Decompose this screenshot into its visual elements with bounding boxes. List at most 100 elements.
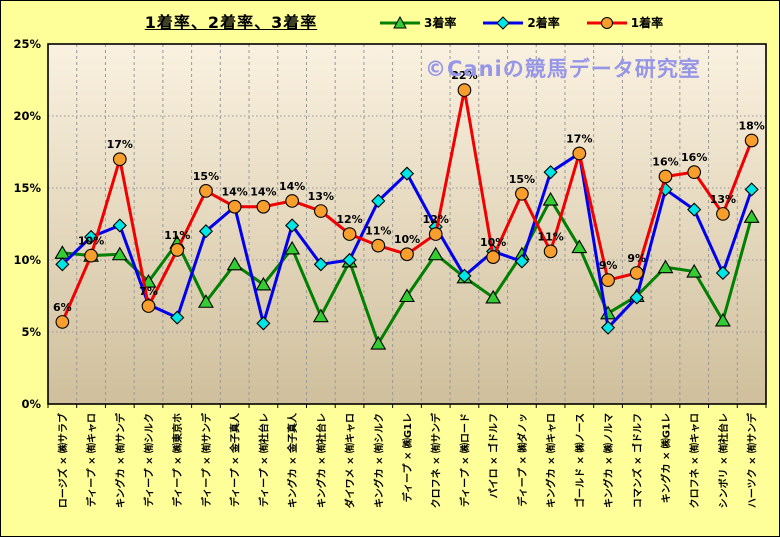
circle-marker-icon	[227, 199, 242, 214]
circle-marker-icon	[256, 199, 271, 214]
x-category-label: ディープ × ㈲社台レ	[257, 413, 270, 507]
chart-title: 1着率、2着率、3着率	[144, 13, 318, 32]
triangle-marker-icon	[743, 209, 760, 223]
x-category-label: ディープ × ㈲キャロ	[85, 413, 98, 507]
data-label: 16%	[681, 151, 707, 164]
x-category-label: ロージズ × ㈱サラブ	[56, 413, 69, 508]
circle-marker-icon	[716, 207, 730, 221]
data-label: 22%	[451, 69, 477, 82]
diamond-marker-icon	[342, 252, 357, 268]
diamond-marker-icon	[715, 265, 730, 281]
triangle-marker-icon	[485, 289, 502, 304]
x-category-label: ディープ × ㈱ダノッ	[516, 413, 529, 507]
triangle-marker-icon	[312, 308, 329, 323]
circle-marker-icon	[342, 227, 357, 241]
data-label: 11%	[537, 230, 563, 243]
circle-marker-icon	[170, 243, 185, 257]
y-tick-label: 10%	[13, 253, 41, 267]
circle-marker-icon	[313, 204, 328, 218]
circle-marker-icon	[84, 248, 98, 263]
circle-marker-icon	[515, 186, 529, 201]
data-label: 9%	[627, 252, 646, 265]
data-label: 6%	[53, 301, 72, 314]
triangle-marker-icon	[427, 246, 444, 261]
x-category-label: パイロ × ゴドルフ	[487, 413, 500, 498]
data-label: 10%	[394, 233, 420, 246]
y-tick-label: 0%	[21, 397, 41, 411]
x-category-label: ディープ × 金子真人	[229, 412, 242, 507]
data-label: 13%	[710, 193, 736, 206]
x-category-label: キングカ × ㈲キャロ	[545, 413, 558, 508]
x-category-label: コマンズ × ゴドルフ	[631, 413, 644, 508]
triangle-marker-icon	[399, 288, 415, 303]
diamond-marker-icon	[55, 257, 70, 272]
y-tick-label: 5%	[21, 325, 41, 339]
triangle-marker-icon	[198, 294, 214, 308]
circle-marker-icon	[629, 266, 644, 280]
x-category-label: キングカ × ㈱G1レ	[659, 413, 672, 503]
data-label: 12%	[336, 213, 362, 226]
data-label: 10%	[78, 235, 104, 248]
data-label: 9%	[599, 259, 618, 272]
data-label: 17%	[107, 138, 133, 151]
triangle-marker-icon	[284, 240, 301, 255]
x-category-label: ハーツク × ㈲サンデ	[746, 412, 759, 508]
triangle-marker-icon	[686, 263, 703, 278]
x-category-label: キングカ × 金子真人	[286, 412, 299, 508]
circle-marker-icon	[112, 152, 127, 167]
circle-marker-icon	[285, 194, 299, 208]
x-category-label: ディープ × ㈲シルク	[143, 413, 156, 507]
data-label: 15%	[193, 170, 219, 183]
circle-marker-icon	[400, 247, 414, 262]
diamond-marker-icon	[256, 316, 271, 331]
legend-item-2nd-place: 2着率	[482, 14, 560, 31]
data-label: 10%	[480, 236, 506, 249]
triangle-marker-icon	[657, 259, 674, 274]
data-label: 12%	[423, 213, 449, 226]
x-category-label: シンボリ × ㈲社台レ	[717, 413, 730, 508]
circle-marker-icon	[658, 169, 673, 184]
diamond-marker-icon	[198, 224, 214, 239]
x-category-label: キングカ × ㈲シルク	[372, 413, 385, 508]
diamond-marker-icon	[170, 310, 185, 325]
triangle-marker-icon	[370, 335, 387, 350]
legend-label-2nd: 2着率	[527, 16, 560, 30]
x-category-label: ダイワメ × ㈲キャロ	[344, 413, 357, 508]
diamond-marker-icon	[629, 290, 644, 305]
data-label: 14%	[250, 186, 276, 199]
data-label: 15%	[509, 173, 535, 186]
circle-marker-icon	[199, 184, 213, 198]
data-label: 17%	[566, 132, 592, 145]
circle-marker-icon	[687, 165, 702, 180]
x-category-label: ゴールド × ㈱ノース	[573, 413, 586, 508]
x-category-label: ディープ × ㈲サンデ	[200, 412, 213, 507]
diamond-marker-icon	[371, 193, 386, 209]
diamond-marker-icon	[687, 202, 702, 217]
triangle-marker-icon	[542, 191, 559, 206]
circle-marker-icon	[744, 133, 759, 148]
circle-marker-icon	[586, 16, 627, 29]
legend-item-1st-place: 1着率	[586, 14, 663, 31]
legend-label-3rd: 3着率	[424, 16, 457, 30]
legend-item-3rd-place: 3着率	[379, 14, 456, 31]
y-tick-label: 15%	[13, 181, 41, 195]
diamond-marker-icon	[543, 165, 558, 180]
circle-marker-icon	[543, 244, 558, 259]
data-label: 11%	[365, 225, 391, 238]
diamond-marker-icon	[600, 320, 616, 335]
circle-marker-icon	[141, 299, 156, 313]
y-tick-label: 20%	[13, 109, 41, 123]
diamond-marker-icon	[514, 254, 529, 269]
circle-marker-icon	[457, 83, 472, 97]
legend: 3着率 2着率 1着率	[379, 14, 663, 31]
triangle-marker-icon	[111, 246, 128, 261]
x-category-label: クロフネ × ㈲キャロ	[688, 413, 701, 508]
triangle-marker-icon	[226, 256, 243, 271]
diamond-marker-icon	[399, 166, 415, 181]
data-label: 14%	[279, 180, 305, 193]
x-category-label: キングカ × ㈱ノルマ	[602, 413, 615, 508]
diamond-marker-icon	[483, 15, 524, 30]
diamond-marker-icon	[285, 218, 300, 233]
